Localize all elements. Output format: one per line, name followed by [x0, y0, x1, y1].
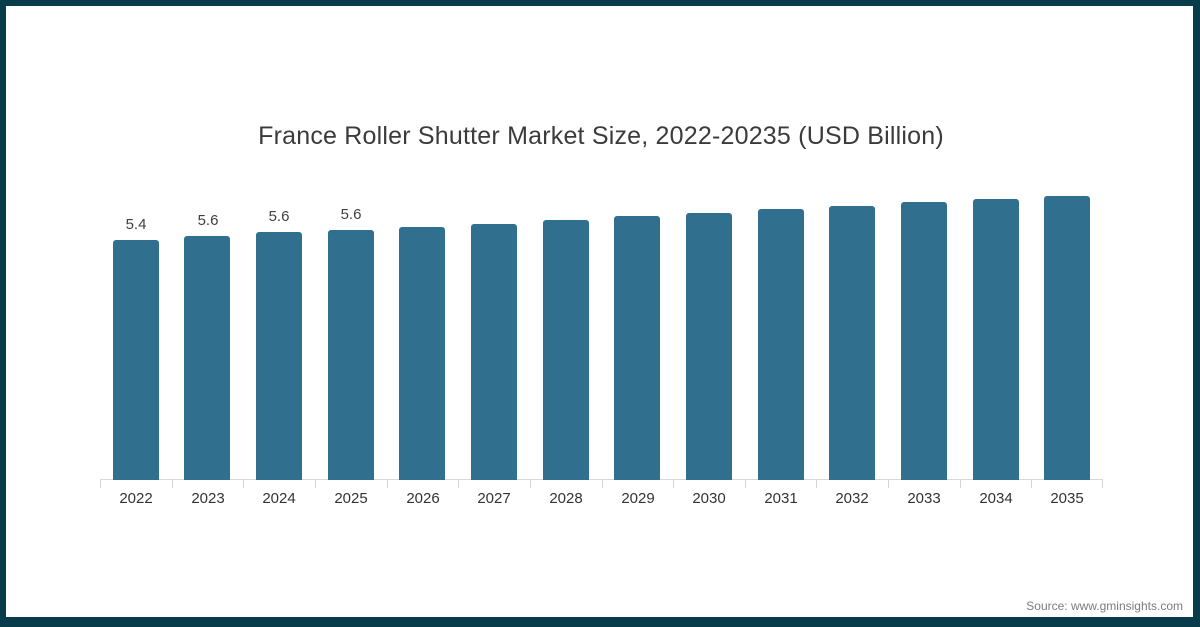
- bar-2030: [686, 213, 732, 480]
- data-label-2025: 5.6: [340, 206, 362, 223]
- x-axis-tick: [387, 480, 388, 488]
- bar-2025: [328, 230, 374, 480]
- x-axis-label-2026: 2026: [406, 490, 440, 507]
- x-axis-tick: [1102, 480, 1103, 488]
- x-axis-label-2035: 2035: [1050, 490, 1084, 507]
- x-axis-tick: [315, 480, 316, 488]
- data-label-2024: 5.6: [268, 208, 290, 225]
- x-axis-line: [100, 479, 1103, 480]
- x-axis-tick: [243, 480, 244, 488]
- x-axis-tick: [960, 480, 961, 488]
- chart-title: France Roller Shutter Market Size, 2022-…: [258, 122, 944, 150]
- bar-2034: [973, 199, 1019, 480]
- bar-2024: [256, 232, 302, 480]
- bar-2033: [901, 202, 947, 480]
- plot-area: 5.4 2022 5.6 2023 5.6 2024 5.6 2025 2026 2027 2028…: [100, 180, 1103, 507]
- x-axis-label-2034: 2034: [979, 490, 1013, 507]
- x-axis-tick: [602, 480, 603, 488]
- x-axis-label-2028: 2028: [549, 490, 583, 507]
- x-axis-tick: [816, 480, 817, 488]
- bar-2031: [758, 209, 804, 480]
- x-axis-tick: [745, 480, 746, 488]
- x-axis-label-2032: 2032: [835, 490, 869, 507]
- x-axis-tick: [673, 480, 674, 488]
- x-axis-label-2024: 2024: [262, 490, 296, 507]
- x-axis-tick: [888, 480, 889, 488]
- bar-2029: [614, 216, 660, 480]
- x-axis-tick: [100, 480, 101, 488]
- bar-2035: [1044, 196, 1090, 480]
- x-axis-label-2030: 2030: [692, 490, 726, 507]
- source-credit: Source: www.gminsights.com: [1026, 599, 1183, 613]
- bar-2026: [399, 227, 445, 480]
- x-axis-tick: [172, 480, 173, 488]
- bar-2022: [113, 240, 159, 480]
- data-label-2022: 5.4: [125, 216, 147, 233]
- x-axis-tick: [530, 480, 531, 488]
- bar-2032: [829, 206, 875, 480]
- bar-2023: [184, 236, 230, 480]
- x-axis-label-2033: 2033: [907, 490, 941, 507]
- data-label-2023: 5.6: [197, 212, 219, 229]
- x-axis-label-2025: 2025: [334, 490, 368, 507]
- x-axis-label-2027: 2027: [477, 490, 511, 507]
- x-axis-label-2022: 2022: [119, 490, 153, 507]
- bar-2028: [543, 220, 589, 480]
- x-axis-label-2031: 2031: [764, 490, 798, 507]
- x-axis-label-2023: 2023: [191, 490, 225, 507]
- x-axis-tick: [458, 480, 459, 488]
- bar-2027: [471, 224, 517, 480]
- x-axis-tick: [1031, 480, 1032, 488]
- x-axis-label-2029: 2029: [621, 490, 655, 507]
